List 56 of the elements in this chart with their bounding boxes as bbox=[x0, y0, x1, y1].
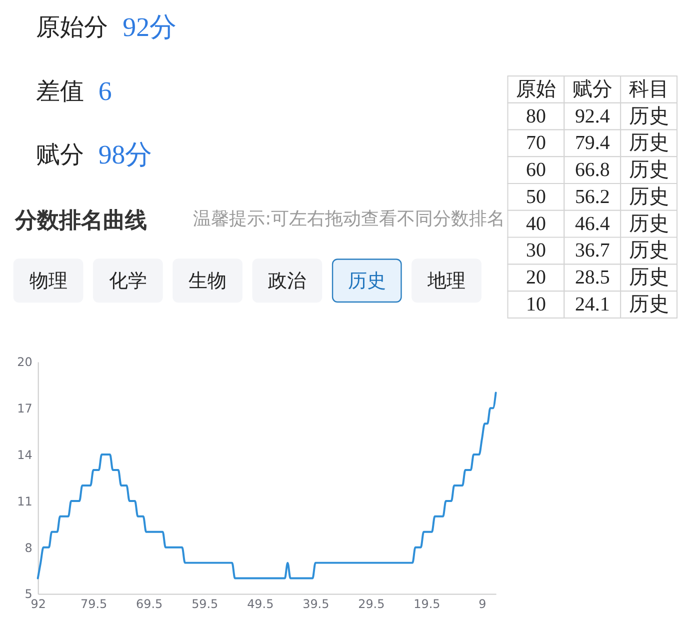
category-label: 化学 bbox=[108, 270, 147, 292]
category-label: 物理 bbox=[29, 270, 68, 292]
text: 92分 bbox=[122, 12, 177, 42]
text: 66.8 bbox=[574, 159, 610, 182]
y-tick-label: 50 bbox=[526, 186, 546, 208]
text: 92.4 bbox=[574, 105, 610, 128]
x-tick-label: 79.5 bbox=[80, 597, 108, 612]
x-tick-label: 科目 bbox=[628, 78, 669, 100]
text: 历史 bbox=[628, 293, 669, 316]
text: 分数排名曲线 bbox=[14, 208, 147, 234]
y-tick-label: 20 bbox=[17, 355, 32, 370]
text: 28.5 bbox=[574, 266, 610, 289]
text: 98分 bbox=[98, 140, 152, 170]
y-tick-label: 20 bbox=[526, 266, 546, 289]
category-label: 赋分 bbox=[36, 140, 84, 169]
text: 历史 bbox=[628, 132, 669, 154]
text: 历史 bbox=[628, 105, 669, 128]
x-tick-label: 9 bbox=[478, 597, 486, 612]
category-label: 生物 bbox=[188, 270, 227, 292]
text: 历史 bbox=[628, 186, 669, 208]
x-tick-label: 19.5 bbox=[414, 597, 440, 612]
text: 历史 bbox=[628, 159, 669, 182]
category-label: 历史 bbox=[348, 270, 386, 292]
category-label: 地理 bbox=[426, 270, 466, 292]
text: 历史 bbox=[628, 266, 669, 289]
text: 36.7 bbox=[574, 240, 610, 262]
text: 56.2 bbox=[574, 186, 610, 208]
text: 79.4 bbox=[574, 132, 610, 154]
x-tick-label: 92 bbox=[30, 597, 46, 612]
y-tick-label: 70 bbox=[526, 132, 546, 154]
y-tick-label: 8 bbox=[24, 540, 32, 555]
x-tick-label: 49.5 bbox=[247, 597, 274, 612]
x-tick-label: 29.5 bbox=[358, 597, 385, 612]
y-tick-label: 80 bbox=[526, 105, 546, 128]
text: 历史 bbox=[628, 212, 669, 235]
y-tick-label: 14 bbox=[17, 448, 32, 462]
text: 24.1 bbox=[574, 293, 610, 316]
category-label: 政治 bbox=[268, 270, 306, 292]
x-tick-label: 69.5 bbox=[136, 597, 163, 612]
y-axis-title: 原始 bbox=[516, 78, 556, 100]
y-tick-label: 10 bbox=[526, 293, 546, 316]
y-tick-label: 17 bbox=[17, 402, 32, 416]
text: 温馨提示:可左右拖动查看不同分数排名 bbox=[193, 208, 506, 230]
category-label: 原始分 bbox=[36, 13, 108, 42]
x-tick-label: 39.5 bbox=[302, 597, 330, 612]
y-tick-label: 30 bbox=[526, 240, 546, 262]
y-tick-label: 11 bbox=[17, 494, 32, 508]
category-label: 差值 bbox=[36, 76, 84, 105]
line-series bbox=[36, 392, 497, 580]
y-tick-label: 5 bbox=[24, 587, 32, 602]
y-tick-label: 60 bbox=[526, 159, 546, 182]
y-tick-label: 40 bbox=[526, 212, 546, 235]
text: 6 bbox=[98, 76, 112, 106]
text: 46.4 bbox=[574, 212, 610, 235]
x-tick-label: 59.5 bbox=[192, 597, 218, 612]
text: 历史 bbox=[628, 240, 669, 262]
